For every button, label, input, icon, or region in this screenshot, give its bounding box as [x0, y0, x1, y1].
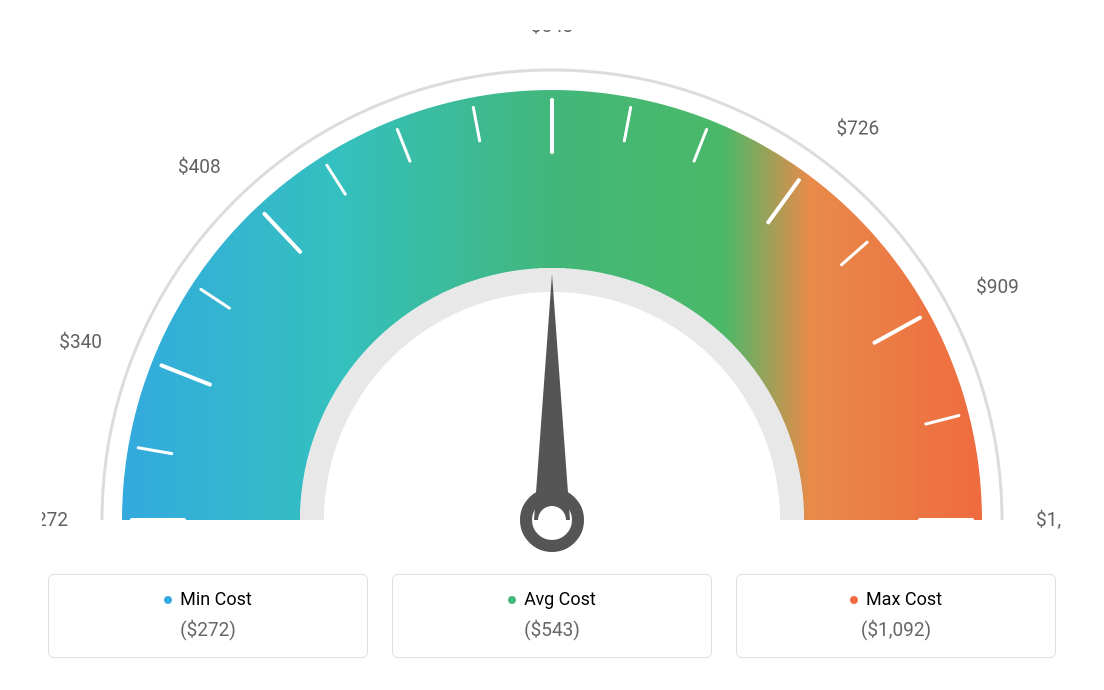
legend-value-min: ($272) — [67, 618, 349, 641]
legend-label-min: Min Cost — [164, 589, 252, 610]
legend-label-text: Max Cost — [866, 589, 942, 610]
legend-row: Min Cost ($272) Avg Cost ($543) Max Cost… — [0, 574, 1104, 659]
legend-label-text: Avg Cost — [524, 589, 596, 610]
gauge-tick-label: $340 — [59, 330, 102, 353]
gauge-tick-label: $272 — [42, 508, 68, 531]
legend-label-avg: Avg Cost — [508, 589, 596, 610]
legend-card-avg: Avg Cost ($543) — [392, 574, 712, 659]
gauge-chart: $272 $340 $408 $543 $726 $909 $1,092 — [42, 30, 1062, 566]
dot-icon — [508, 596, 516, 604]
legend-card-min: Min Cost ($272) — [48, 574, 368, 659]
legend-value-avg: ($543) — [411, 618, 693, 641]
gauge-tick-label: $1,092 — [1036, 508, 1062, 531]
dot-icon — [850, 596, 858, 604]
gauge-tick-label: $909 — [976, 275, 1019, 298]
legend-value-max: ($1,092) — [755, 618, 1037, 641]
gauge-tick-label: $408 — [178, 155, 221, 178]
legend-card-max: Max Cost ($1,092) — [736, 574, 1056, 659]
legend-label-max: Max Cost — [850, 589, 942, 610]
gauge-tick-label: $726 — [836, 116, 879, 139]
gauge-tick-label: $543 — [531, 30, 574, 37]
gauge-svg: $272 $340 $408 $543 $726 $909 $1,092 — [42, 30, 1062, 566]
legend-label-text: Min Cost — [180, 589, 252, 610]
dot-icon — [164, 596, 172, 604]
